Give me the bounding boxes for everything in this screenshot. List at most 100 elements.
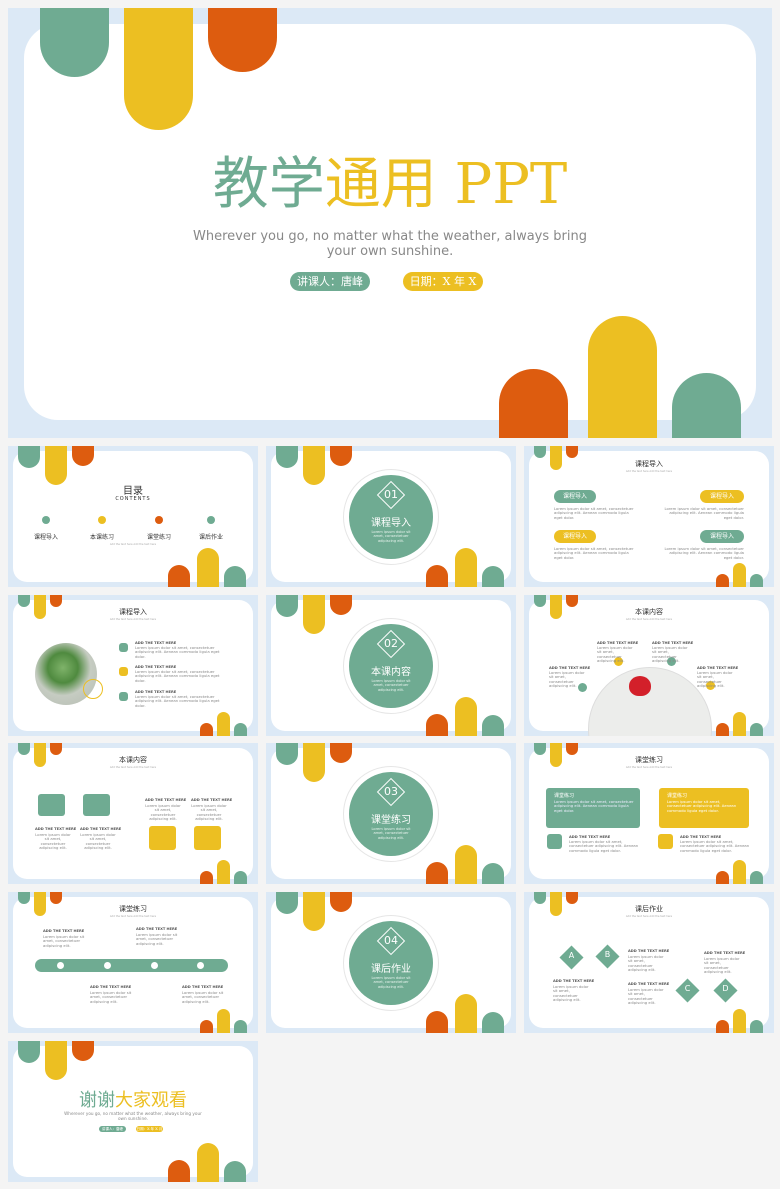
green-arch-decoration bbox=[750, 574, 763, 587]
green-tab-decoration bbox=[276, 595, 298, 617]
orange-arch-decoration bbox=[426, 862, 448, 884]
node-lorem-4: Lorem ipsum dolor sit amet, consectetuer… bbox=[697, 670, 733, 689]
green-tab-decoration bbox=[18, 1041, 40, 1063]
hw-heading-1: ADD THE TEXT HERE bbox=[628, 949, 670, 953]
box-heading: 课堂练习 bbox=[667, 793, 688, 799]
icon-lorem-4: Lorem ipsum dolor sit amet, consectetuer… bbox=[191, 803, 227, 822]
item-heading-1: ADD THE TEXT HERE bbox=[135, 641, 177, 645]
section-number: 03 bbox=[384, 785, 398, 798]
toc-slide[interactable]: 目录 CONTENTS 课程导入 本课练习 课堂练习 课后作业 Add the … bbox=[8, 446, 258, 587]
hw-lorem-1: Lorem ipsum dolor sit amet, consectetuer… bbox=[628, 954, 664, 973]
green-arch-decoration bbox=[750, 871, 763, 884]
section-circle: 03 课堂练习 Lorem ipsum dolor sit amet, cons… bbox=[349, 772, 433, 856]
toc-dot-4 bbox=[207, 516, 215, 524]
toc-item-3[interactable]: 课堂练习 bbox=[146, 534, 171, 541]
cover-title: 教学通用 PPT bbox=[8, 153, 772, 217]
yellow-arch-decoration bbox=[455, 548, 477, 587]
hw-lorem-3: Lorem ipsum dolor sit amet, consectetuer… bbox=[553, 984, 589, 1003]
detail-heading-1: ADD THE TEXT HERE bbox=[569, 835, 611, 839]
node-dot-4 bbox=[706, 681, 715, 690]
yellow-tab-decoration bbox=[45, 1041, 67, 1080]
section-label: 本课内容 bbox=[371, 667, 411, 678]
timeline-heading-2: ADD THE TEXT HERE bbox=[136, 927, 178, 931]
green-arch-decoration bbox=[482, 1012, 504, 1033]
node-heading-3: ADD THE TEXT HERE bbox=[652, 641, 694, 645]
yellow-tab-decoration bbox=[550, 892, 562, 916]
section-lorem: Lorem ipsum dolor sit amet, consectetuer… bbox=[371, 976, 411, 989]
toc-item-1[interactable]: 课程导入 bbox=[33, 534, 58, 541]
section-01-slide[interactable]: 01 课程导入 Lorem ipsum dolor sit amet, cons… bbox=[266, 446, 516, 587]
slide-title: 课堂练习 bbox=[635, 756, 663, 764]
homework-slide[interactable]: 课后作业 Add the text here Add the text here… bbox=[524, 892, 774, 1033]
yellow-tab-decoration bbox=[550, 595, 562, 619]
section-circle: 02 本课内容 Lorem ipsum dolor sit amet, cons… bbox=[349, 624, 433, 708]
practice-slide-a[interactable]: 课堂练习 Add the text here Add the text here… bbox=[524, 743, 774, 884]
orange-arch-decoration bbox=[200, 1020, 213, 1033]
node-dot-2 bbox=[614, 657, 623, 666]
lorem-right-2: Lorem ipsum dolor sit amet, consectetuer… bbox=[664, 546, 744, 560]
intro-slide-b[interactable]: 课程导入 Add the text here Add the text here… bbox=[8, 595, 258, 736]
toc-caption: Add the text here Add the text here bbox=[109, 543, 157, 546]
yellow-tab-decoration bbox=[303, 595, 325, 634]
content-slide-b[interactable]: 本课内容 Add the text here Add the text here… bbox=[8, 743, 258, 884]
section-circle: 01 课程导入 Lorem ipsum dolor sit amet, cons… bbox=[349, 475, 433, 559]
yellow-tab-decoration bbox=[34, 892, 46, 916]
node-dot-3 bbox=[667, 657, 676, 666]
orange-tab-decoration bbox=[330, 446, 352, 466]
practice-box-left: 课堂练习 Lorem ipsum dolor sit amet, consect… bbox=[546, 788, 640, 828]
section-02-slide[interactable]: 02 本课内容 Lorem ipsum dolor sit amet, cons… bbox=[266, 595, 516, 736]
orange-tab-decoration bbox=[72, 1041, 94, 1061]
icon-lorem-1: Lorem ipsum dolor sit amet, consectetuer… bbox=[35, 832, 71, 851]
node-lorem-1: Lorem ipsum dolor sit amet, consectetuer… bbox=[549, 670, 585, 689]
slide-subtitle: Add the text here Add the text here bbox=[109, 618, 157, 621]
thanks-subtitle: Wherever you go, no matter what the weat… bbox=[64, 1111, 202, 1121]
cover-slide[interactable]: 教学通用 PPT Wherever you go, no matter what… bbox=[8, 8, 772, 438]
orange-arch-decoration bbox=[426, 714, 448, 736]
section-03-slide[interactable]: 03 课堂练习 Lorem ipsum dolor sit amet, cons… bbox=[266, 743, 516, 884]
thanks-title-part2: 大家观看 bbox=[115, 1090, 187, 1111]
orange-arch-decoration bbox=[200, 723, 213, 736]
green-arch-decoration bbox=[234, 1020, 247, 1033]
toc-dot-2 bbox=[98, 516, 106, 524]
node-dot-1 bbox=[578, 683, 587, 692]
toc-item-2[interactable]: 本课练习 bbox=[89, 534, 114, 541]
edit-icon bbox=[119, 667, 128, 676]
orange-tab-decoration bbox=[566, 595, 578, 607]
yellow-arch-decoration bbox=[217, 1009, 230, 1033]
yellow-arch-decoration bbox=[217, 860, 230, 884]
thanks-slide[interactable]: 谢谢大家观看 Wherever you go, no matter what t… bbox=[8, 1041, 258, 1182]
orange-tab-decoration bbox=[566, 743, 578, 755]
intro-slide-a[interactable]: 课程导入 Add the text here Add the text here… bbox=[524, 446, 774, 587]
hw-heading-3: ADD THE TEXT HERE bbox=[553, 979, 595, 983]
green-arch-decoration bbox=[750, 723, 763, 736]
practice-box-right: 课堂练习 Lorem ipsum dolor sit amet, consect… bbox=[659, 788, 749, 828]
section-label: 课后作业 bbox=[371, 964, 411, 975]
orange-tab-decoration bbox=[566, 446, 578, 458]
node-lorem-3: Lorem ipsum dolor sit amet, consectetuer… bbox=[652, 645, 688, 664]
orange-arch-decoration bbox=[716, 871, 729, 884]
green-tab-decoration bbox=[276, 892, 298, 914]
node-heading-2: ADD THE TEXT HERE bbox=[597, 641, 639, 645]
yellow-tab-decoration bbox=[303, 743, 325, 782]
section-number: 01 bbox=[384, 488, 398, 501]
content-slide-a[interactable]: 本课内容 Add the text here Add the text here… bbox=[524, 595, 774, 736]
node-heading-1: ADD THE TEXT HERE bbox=[549, 666, 591, 670]
timeline-lorem-4: Lorem ipsum dolor sit amet, consectetuer… bbox=[182, 990, 224, 1004]
orange-arch-decoration bbox=[200, 871, 213, 884]
orange-arch-decoration bbox=[426, 1011, 448, 1033]
green-arch-decoration bbox=[672, 373, 741, 438]
hw-lorem-4: Lorem ipsum dolor sit amet, consectetuer… bbox=[628, 987, 664, 1006]
practice-slide-b[interactable]: 课堂练习 Add the text here Add the text here… bbox=[8, 892, 258, 1033]
section-04-slide[interactable]: 04 课后作业 Lorem ipsum dolor sit amet, cons… bbox=[266, 892, 516, 1033]
orange-arch-decoration bbox=[716, 723, 729, 736]
timeline-dot-2 bbox=[104, 962, 111, 969]
green-tab-decoration bbox=[534, 892, 546, 904]
slide-card bbox=[529, 451, 769, 582]
toc-item-4[interactable]: 课后作业 bbox=[198, 534, 223, 541]
timeline-bar bbox=[35, 959, 228, 972]
tag-left-2: 课程导入 bbox=[554, 530, 596, 543]
thanks-title: 谢谢大家观看 bbox=[8, 1086, 258, 1112]
toc-dot-1 bbox=[42, 516, 50, 524]
hw-lorem-2: Lorem ipsum dolor sit amet, consectetuer… bbox=[704, 956, 740, 975]
